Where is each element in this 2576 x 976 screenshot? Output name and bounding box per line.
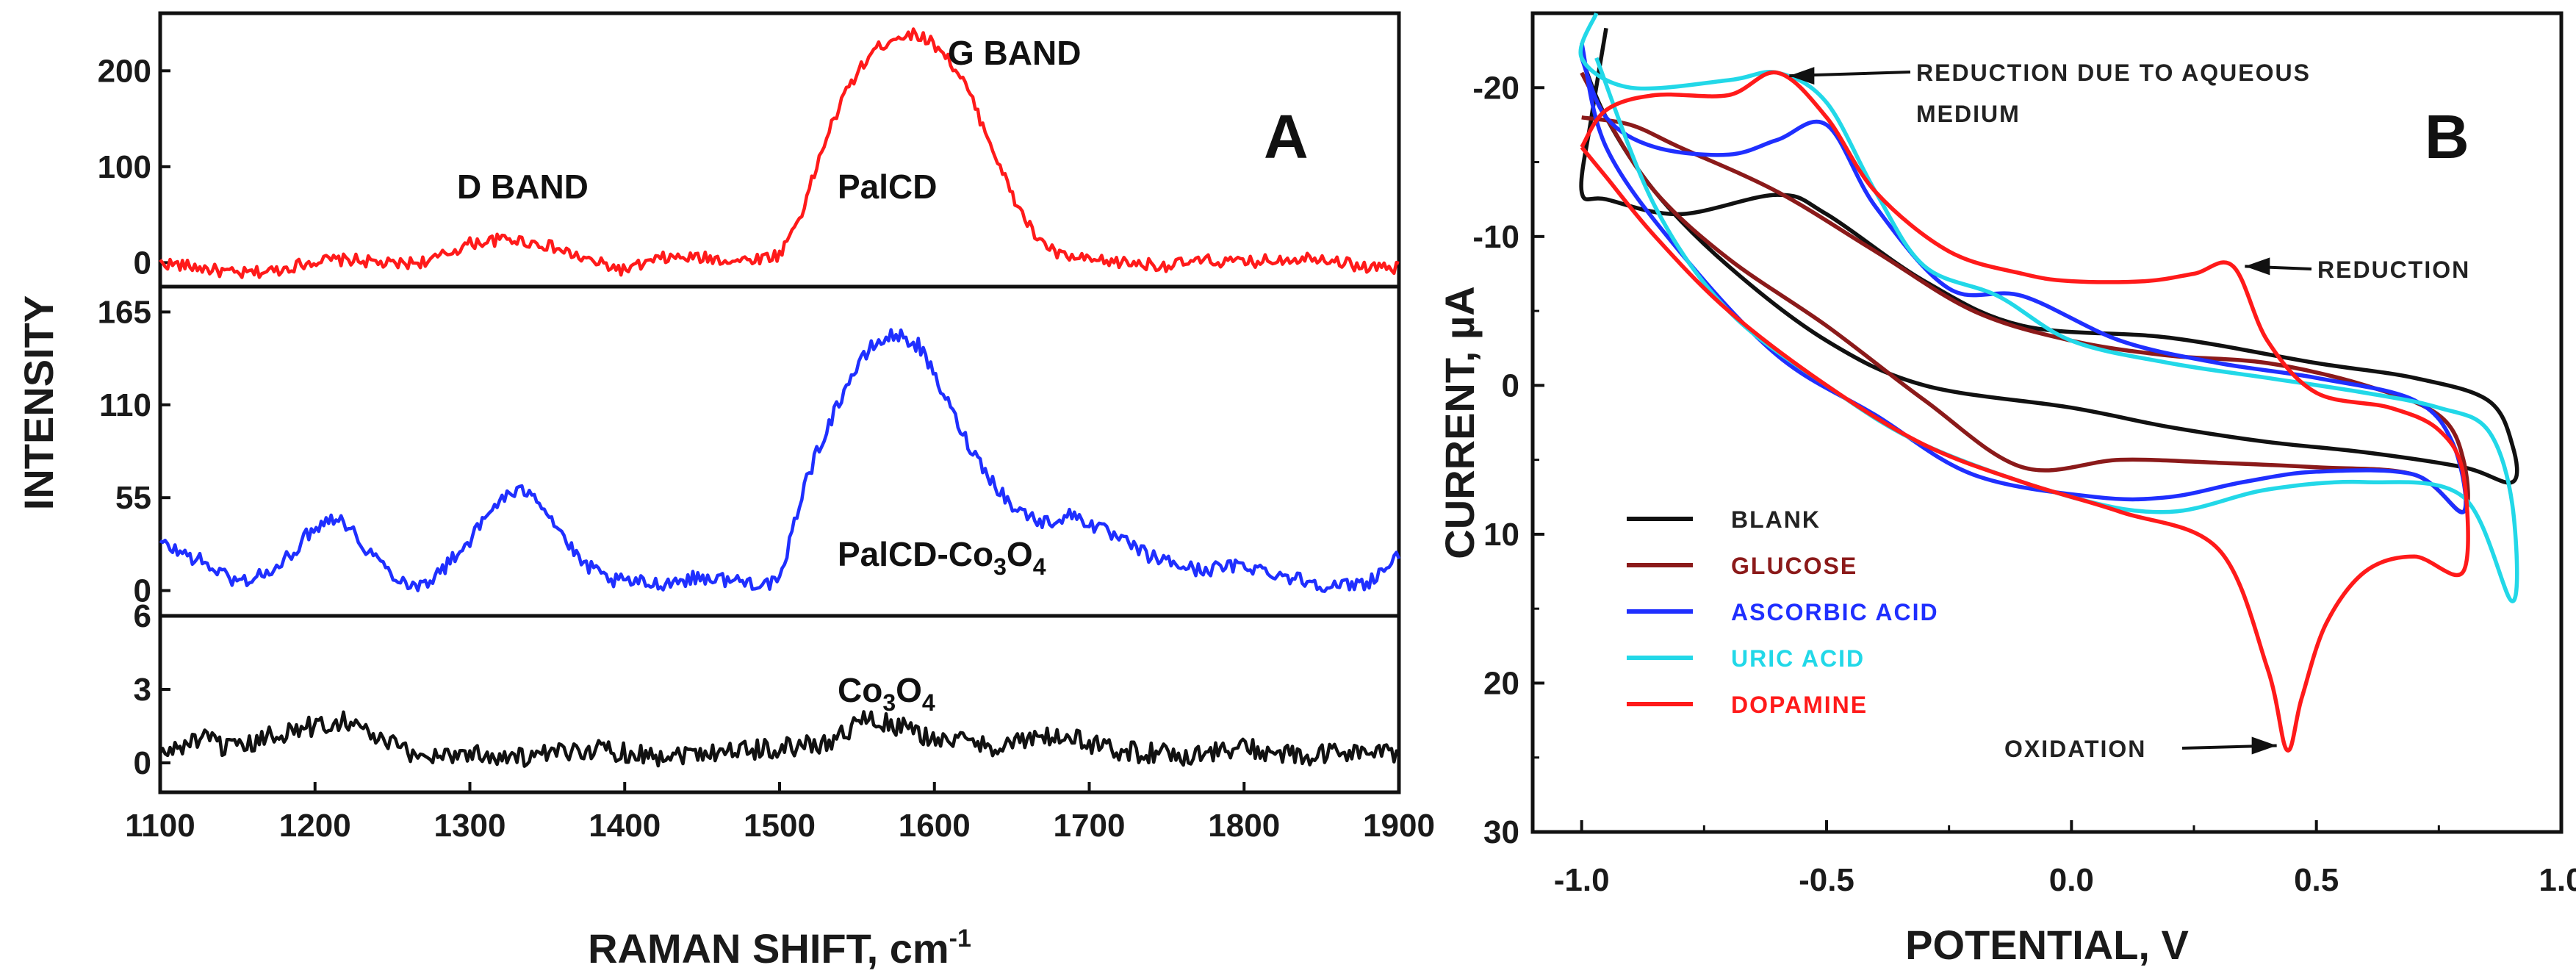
y-tick-label: 6: [134, 598, 151, 634]
y-tick-label: -10: [1472, 219, 1519, 255]
y-tick-label: 0: [1502, 367, 1519, 403]
panel-a-xlabel: RAMAN SHIFT, cm-1: [588, 925, 971, 972]
annotation-reduction-text: REDUCTION: [2317, 256, 2470, 283]
y-tick-label: 0: [134, 245, 151, 281]
x-tick-label: 1100: [125, 808, 195, 844]
y-tick-label: 0: [134, 745, 151, 781]
y-tick-label: 10: [1483, 517, 1519, 553]
panel-b-annotations: REDUCTION DUE TO AQUEOUS MEDIUM REDUCTION O…: [1789, 60, 2470, 762]
series-line-blank: [1579, 27, 2519, 485]
x-tick-label: 1700: [1054, 808, 1126, 844]
series-line-palcd-co3o4: [159, 328, 1401, 593]
x-tick-label: 1300: [434, 808, 506, 844]
panel-b-ticks: -1.0 -0.5 0.0 0.5 1.0 -20 -10 0 10 20 30: [1472, 70, 2576, 898]
x-tick-label: 1600: [899, 808, 971, 844]
panel-b-legend: BLANK GLUCOSE ASCORBIC ACID URIC ACID DOPAMI…: [1627, 506, 1939, 718]
series-line-co3o4: [158, 710, 1401, 768]
x-tick-label: 1900: [1363, 808, 1435, 844]
annotation-reduction-aqueous-text: REDUCTION DUE TO AQUEOUS: [1916, 60, 2311, 86]
series-line-palcd: [159, 27, 1400, 279]
annotation-oxidation-arrowhead: [2251, 736, 2277, 755]
panel-a-frame: [158, 11, 1401, 794]
y-tick-label: 30: [1483, 814, 1519, 850]
y-tick-label: 100: [98, 149, 151, 185]
panel-b-xlabel: POTENTIAL, V: [1905, 922, 2189, 968]
x-tick-label: 1400: [589, 808, 661, 844]
annotation-oxidation-text: OXIDATION: [2004, 736, 2146, 762]
legend-label: ASCORBIC ACID: [1731, 599, 1939, 625]
y-tick-label: 55: [115, 480, 151, 516]
annotation-reduction-aqueous-text: MEDIUM: [1916, 101, 2021, 127]
legend-label: BLANK: [1731, 506, 1821, 533]
series-line-dopamine: [1580, 70, 2470, 753]
panel-b-curves: [1578, 12, 2519, 753]
series-label-palcd: PalCD: [838, 168, 937, 206]
series-label-palcd-co3o4: PalCD-Co3O4: [838, 535, 1046, 580]
panel-b-letter: B: [2425, 102, 2469, 171]
y-tick-label: 3: [134, 672, 151, 708]
series-label-co3o4: Co3O4: [838, 671, 935, 716]
x-tick-label: 1500: [744, 808, 816, 844]
panel-b-frame: [1530, 11, 2564, 834]
panel-a-letter: A: [1264, 102, 1309, 171]
y-tick-label: 165: [98, 294, 151, 330]
panel-b: -1.0 -0.5 0.0 0.5 1.0 -20 -10 0 10 20 30 REDUCTION…: [1436, 11, 2576, 968]
y-tick-label: 200: [98, 53, 151, 89]
x-tick-label: -1.0: [1554, 862, 1610, 898]
d-band-label: D BAND: [457, 168, 589, 206]
legend-label: GLUCOSE: [1731, 553, 1857, 579]
panel-b-ylabel: CURRENT, µA: [1436, 286, 1483, 559]
panel-a-curves: [158, 27, 1401, 768]
x-tick-label: 1.0: [2539, 862, 2576, 898]
panel-a: 1100 1200 1300 1400 1500 1600 1700 1800 19000100…: [15, 11, 1435, 972]
x-tick-label: 1200: [279, 808, 351, 844]
annotation-reduction-arrowhead: [2245, 257, 2270, 276]
y-tick-label: 110: [99, 387, 151, 423]
legend-label: DOPAMINE: [1731, 692, 1868, 718]
y-tick-label: -20: [1472, 70, 1519, 106]
x-tick-label: 0.0: [2049, 862, 2094, 898]
y-tick-label: 0: [134, 573, 151, 609]
panel-a-ticks: 1100 1200 1300 1400 1500 1600 1700 1800 19000100…: [98, 53, 1435, 844]
legend-label: URIC ACID: [1731, 645, 1865, 672]
x-tick-label: 1800: [1208, 808, 1280, 844]
x-tick-label: 0.5: [2294, 862, 2339, 898]
annotation-reduction-aqueous-arrowhead: [1789, 67, 1815, 85]
x-tick-label: -0.5: [1799, 862, 1854, 898]
panel-a-ylabel: INTENSITY: [15, 295, 62, 510]
y-tick-label: 20: [1483, 665, 1519, 701]
g-band-label: G BAND: [948, 34, 1081, 72]
